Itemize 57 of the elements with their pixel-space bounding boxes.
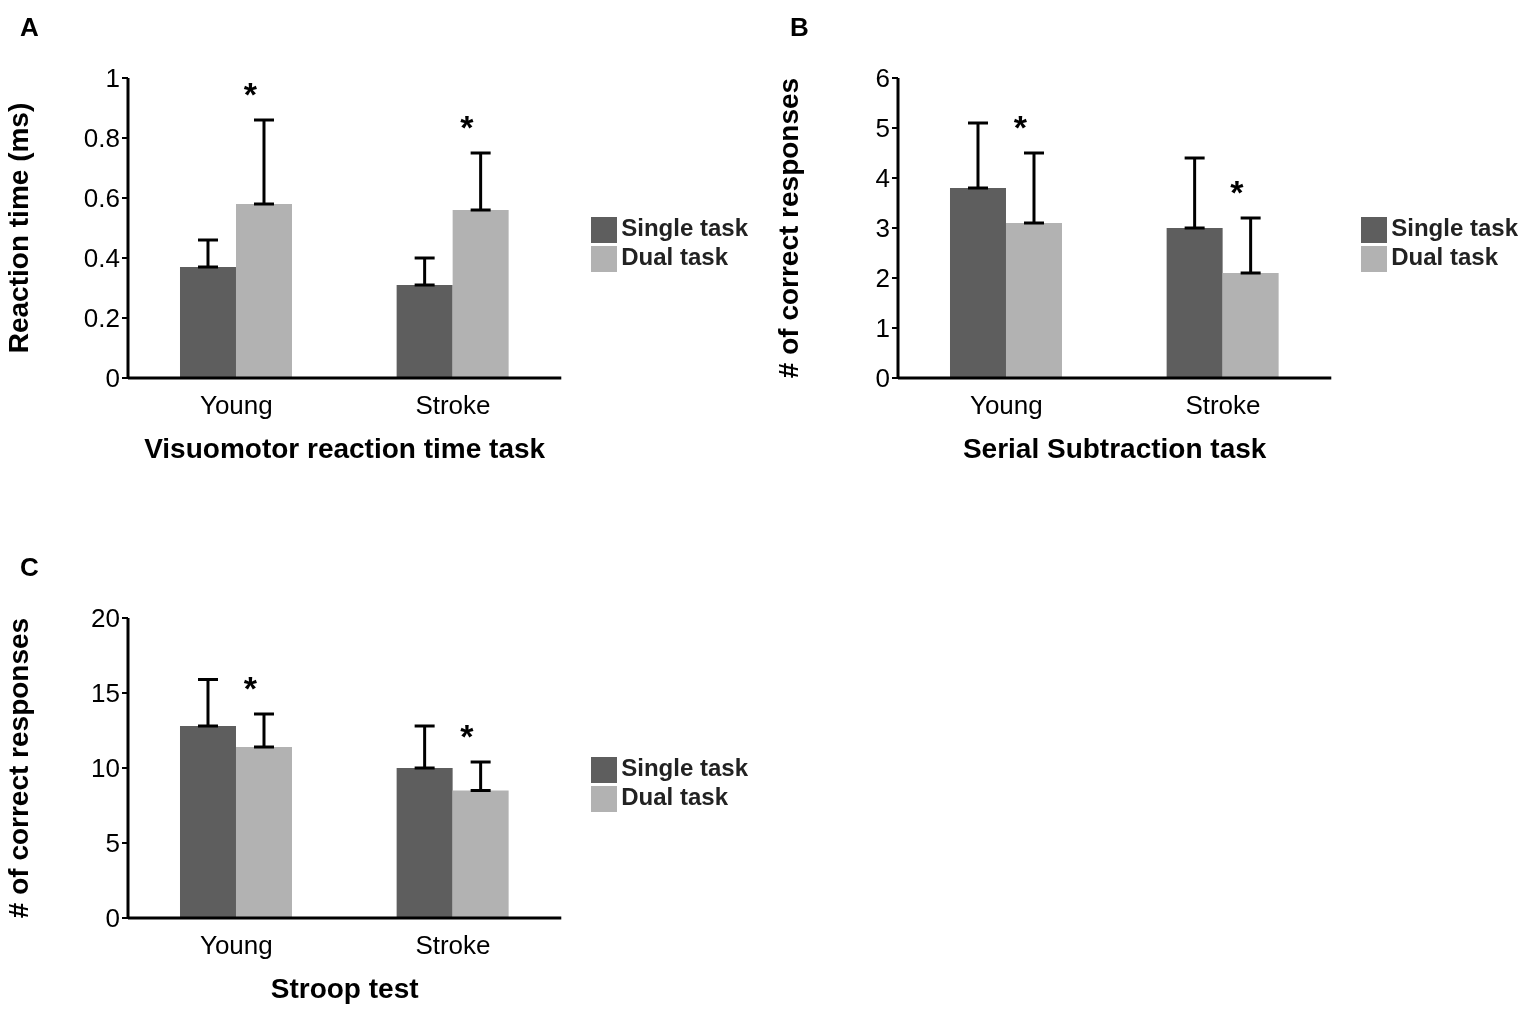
y-tick-label: 5 [105,828,120,859]
y-tick-label: 10 [91,753,120,784]
y-tick-label: 1 [875,313,890,344]
chart-title: C [20,552,39,583]
chart-title: A [20,12,39,43]
legend-label: Dual task [621,243,728,270]
x-tick-label: Young [199,930,273,961]
x-tick-label: Stroke [415,930,491,961]
x-axis-title: Visuomotor reaction time task [144,433,546,464]
bar [235,204,292,378]
x-axis-title: Stroop test [270,973,419,1004]
x-tick-label: Young [199,390,273,421]
y-axis-title: # of correct responses [2,617,34,919]
y-tick-label: 15 [91,678,120,709]
annotation: * [1013,108,1028,146]
x-axis-title: Serial Subtraction task [962,433,1267,464]
legend-label: Single task [621,754,748,782]
bar [235,747,292,918]
legend-label: Single task [1391,214,1518,242]
x-tick-label: Young [969,390,1043,421]
bar [179,726,236,918]
annotation: * [1230,173,1245,211]
bar [1222,273,1279,378]
legend-label: Single task [621,214,748,242]
y-tick-label: 0.6 [83,183,120,214]
y-tick-label: 0 [875,363,890,394]
annotation: * [243,669,258,707]
bar [1005,223,1062,378]
legend-label: Dual task [621,783,728,810]
y-tick-label: 6 [875,63,890,94]
x-tick-label: Stroke [1185,390,1261,421]
annotation: * [243,75,258,113]
y-tick-label: 5 [875,113,890,144]
y-tick-label: 2 [875,263,890,294]
x-tick-label: Stroke [415,390,491,421]
y-tick-label: 4 [875,163,890,194]
bar [1166,228,1223,378]
bar [179,267,236,378]
bar [396,768,453,918]
bar [452,210,509,378]
y-tick-label: 0 [105,363,120,394]
bar [949,188,1006,378]
legend-label: Dual task [1391,243,1498,270]
y-tick-label: 0.2 [83,303,120,334]
y-tick-label: 3 [875,213,890,244]
chart-title: B [790,12,809,43]
annotation: * [460,717,475,755]
bar [452,790,509,918]
y-axis-title: Reaction time (ms) [2,102,34,354]
y-tick-label: 0 [105,903,120,934]
y-tick-label: 1 [105,63,120,94]
y-tick-label: 20 [91,603,120,634]
y-tick-label: 0.4 [83,243,120,274]
bar [396,285,453,378]
y-tick-label: 0.8 [83,123,120,154]
y-axis-title: # of correct responses [772,77,804,379]
annotation: * [460,108,475,146]
